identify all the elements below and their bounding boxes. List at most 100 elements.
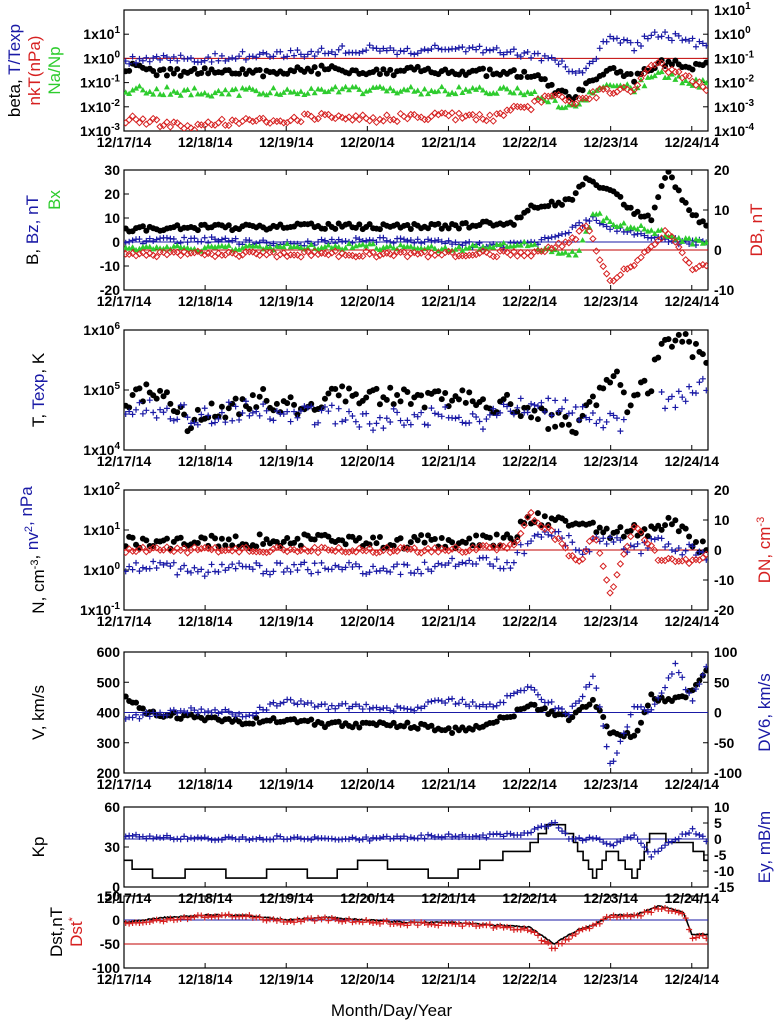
data-point — [263, 407, 270, 414]
data-point — [187, 91, 194, 98]
data-point — [362, 247, 370, 256]
data-point — [246, 406, 253, 413]
data-point — [593, 55, 600, 62]
data-point — [630, 523, 638, 531]
data-point — [617, 838, 624, 845]
data-point — [500, 401, 507, 408]
data-point — [482, 542, 491, 550]
data-point — [270, 568, 277, 575]
data-point — [352, 83, 359, 90]
data-point — [681, 555, 690, 564]
data-point — [187, 704, 194, 711]
data-point — [407, 545, 415, 553]
data-point — [579, 222, 586, 229]
data-point — [325, 88, 332, 94]
data-point — [411, 51, 418, 58]
data-point — [500, 51, 507, 58]
y-tick-label: 200 — [97, 765, 121, 781]
data-point — [184, 244, 191, 251]
data-point — [150, 409, 157, 416]
data-point — [682, 36, 689, 43]
data-point — [682, 199, 689, 206]
data-point — [607, 914, 614, 921]
data-point — [128, 249, 137, 257]
data-point — [617, 222, 624, 228]
data-point — [166, 123, 175, 131]
data-point — [280, 89, 287, 95]
data-point — [383, 47, 390, 54]
data-point — [136, 236, 143, 243]
data-point — [291, 68, 298, 75]
data-point — [421, 539, 428, 546]
series-0 — [124, 667, 708, 741]
data-point — [665, 74, 672, 80]
data-point — [390, 719, 397, 726]
data-point — [602, 270, 611, 278]
data-point — [352, 253, 360, 261]
data-point — [514, 408, 521, 415]
data-point — [311, 89, 318, 96]
data-point — [486, 47, 493, 54]
data-point — [648, 853, 655, 860]
data-point — [462, 920, 469, 927]
data-point — [583, 65, 590, 72]
data-point — [221, 546, 230, 555]
data-point — [493, 718, 500, 725]
data-point — [167, 400, 174, 407]
y-tick-label: 600 — [97, 644, 121, 660]
series-line — [124, 823, 708, 879]
data-point — [256, 67, 263, 74]
data-point — [379, 117, 388, 125]
data-point — [596, 549, 604, 557]
data-point — [366, 221, 373, 228]
data-point — [579, 69, 586, 76]
data-point — [373, 704, 380, 711]
data-point — [627, 402, 634, 409]
data-point — [376, 920, 383, 927]
data-point — [194, 568, 201, 575]
data-point — [139, 711, 146, 718]
data-point — [640, 69, 649, 77]
data-point — [211, 543, 219, 552]
data-point — [325, 408, 332, 415]
data-point — [493, 110, 501, 118]
data-point — [184, 916, 191, 923]
data-point — [125, 250, 133, 259]
data-point — [270, 417, 277, 424]
data-point — [576, 68, 583, 75]
data-point — [397, 835, 404, 842]
data-point — [136, 715, 143, 722]
data-point — [259, 114, 267, 123]
data-point — [215, 568, 222, 575]
data-point — [668, 555, 676, 563]
data-point — [222, 414, 229, 421]
data-point — [269, 545, 278, 553]
data-point — [648, 217, 655, 224]
data-point — [212, 419, 219, 426]
data-point — [201, 234, 208, 241]
data-point — [318, 407, 325, 414]
data-point — [469, 699, 476, 706]
data-point — [678, 557, 686, 565]
data-point — [184, 239, 191, 246]
data-point — [267, 571, 273, 578]
x-tick-label: 12/20/14 — [340, 134, 395, 150]
data-point — [181, 234, 188, 241]
data-point — [428, 832, 435, 839]
data-point — [449, 555, 456, 562]
data-point — [418, 409, 425, 416]
data-point — [596, 210, 603, 216]
data-point — [631, 543, 638, 550]
data-point — [380, 66, 387, 73]
data-point — [658, 845, 665, 852]
data-point — [218, 709, 225, 715]
data-point — [404, 719, 411, 726]
data-point — [157, 56, 164, 63]
data-point — [183, 122, 192, 130]
data-point — [452, 246, 459, 252]
data-point — [260, 916, 267, 923]
data-point — [545, 395, 552, 402]
x-tick-label: 12/24/14 — [665, 613, 720, 629]
data-point — [442, 87, 449, 94]
data-point — [634, 836, 641, 843]
